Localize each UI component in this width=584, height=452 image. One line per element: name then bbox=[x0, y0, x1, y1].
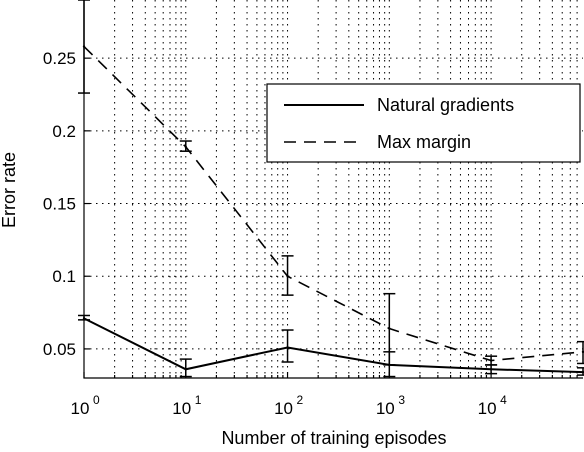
error-bar-max-margin bbox=[179, 140, 192, 152]
y-tick-label: 0.05 bbox=[43, 340, 76, 359]
x-tick-exponent: 1 bbox=[195, 393, 202, 407]
data-point bbox=[286, 275, 289, 278]
data-point bbox=[286, 346, 289, 349]
error-bar-max-margin bbox=[281, 255, 294, 296]
legend: Natural gradients Max margin bbox=[266, 83, 581, 163]
y-axis-title: Error rate bbox=[0, 152, 19, 228]
series-layer bbox=[78, 0, 584, 378]
x-tick-exponent: 0 bbox=[93, 393, 100, 407]
error-bar-max-margin bbox=[485, 355, 498, 366]
data-point bbox=[581, 350, 584, 354]
x-tick-exponent: 4 bbox=[500, 393, 507, 407]
x-tick-exponent: 2 bbox=[297, 393, 304, 407]
legend-box bbox=[266, 83, 581, 163]
y-tick-label: 0.2 bbox=[52, 122, 76, 141]
x-tick-label: 10 bbox=[172, 399, 191, 418]
x-tick-label: 10 bbox=[274, 399, 293, 418]
x-axis-title: Number of training episodes bbox=[221, 428, 446, 448]
grid-layer bbox=[84, 0, 583, 378]
axis-frame bbox=[83, 0, 583, 379]
y-tick-label: 0.1 bbox=[52, 267, 76, 286]
data-point bbox=[581, 370, 584, 374]
data-point bbox=[184, 145, 187, 149]
x-tick-label: 10 bbox=[478, 399, 497, 418]
legend-label-max-margin: Max margin bbox=[377, 132, 471, 152]
x-tick-label: 10 bbox=[376, 399, 395, 418]
x-tick-exponent: 3 bbox=[398, 393, 405, 407]
series-line-natural-gradients bbox=[83, 317, 584, 374]
data-point bbox=[184, 368, 187, 371]
data-point bbox=[388, 327, 391, 330]
y-tick-label: 0.15 bbox=[43, 195, 76, 214]
y-tick-label: 0.25 bbox=[43, 49, 76, 68]
data-point bbox=[489, 359, 493, 362]
x-tick-label: 10 bbox=[71, 399, 90, 418]
series-line-max-margin bbox=[83, 45, 584, 362]
axes-layer bbox=[83, 0, 583, 379]
error-bar-natural-gradients bbox=[281, 329, 294, 363]
error-bar-natural-gradients bbox=[577, 367, 584, 376]
data-point bbox=[489, 368, 493, 371]
legend-label-natural-gradients: Natural gradients bbox=[377, 95, 514, 115]
error-bar-max-margin bbox=[383, 292, 396, 366]
error-bar-max-margin bbox=[577, 340, 584, 365]
